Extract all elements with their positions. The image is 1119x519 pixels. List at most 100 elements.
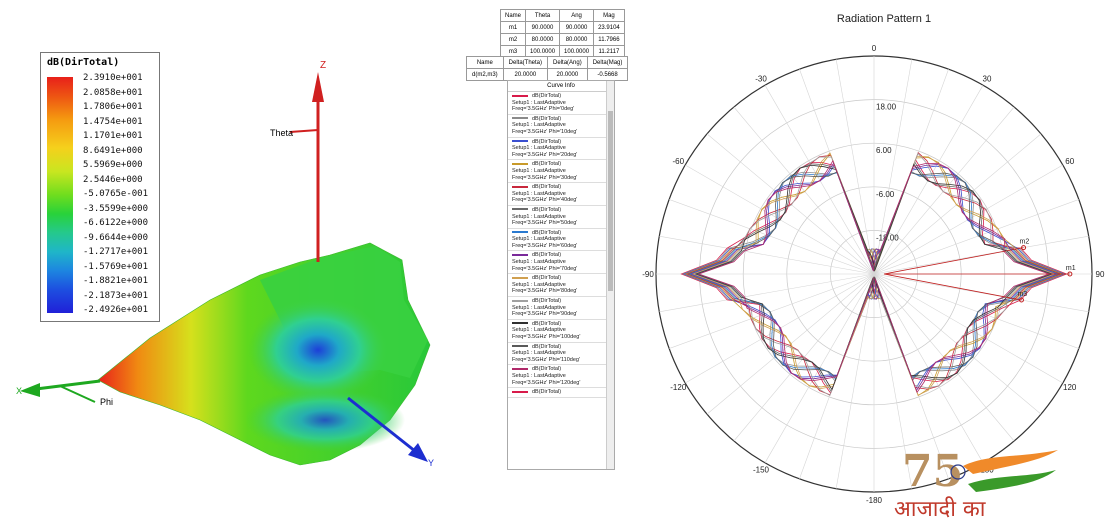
curve-setup: Setup1 : LastAdaptive [512,190,566,197]
series-curve [693,152,1055,396]
polar-spoke [733,106,875,275]
polar-spoke [669,273,875,349]
marker-label: m2 [1020,239,1030,246]
curve-name: dB(DirTotal) [532,275,562,282]
marker-point[interactable] [1021,245,1027,251]
curve-setup: Setup1 : LastAdaptive [512,167,566,174]
delta-table[interactable]: Name Delta(Theta) Delta(Ang) Delta(Mag) … [466,56,629,81]
table-cell: d(m2,m3) [466,68,504,81]
curve-params: Freq='3.5GHz' Phi='100deg' [512,334,581,340]
list-item[interactable]: dB(DirTotal) Setup1 : LastAdaptive Freq='3… [508,343,614,366]
legend-tick: -1.5769e+001 [83,261,149,272]
curve-params: Freq='3.5GHz' Phi='70deg' [512,265,578,272]
series-curve [689,171,1059,380]
curve-params: Freq='3.5GHz' Phi='40deg' [512,197,578,204]
radiation-3d-view[interactable]: Z Theta X Phi Y dB(DirTotal) 2.3910e+001… [0,0,470,519]
polar-markers: m1 m2 m3 [883,239,1076,303]
table-cell: m2 [499,33,527,46]
list-item[interactable]: dB(DirTotal) Setup1 : LastAdaptive Freq='3… [508,320,614,343]
series-curve [691,152,1057,396]
marker-table[interactable]: Name Theta Ang Mag m1 90.0000 90.0000 23… [499,9,625,58]
marker-table-header: Name Theta Ang Mag [499,9,625,22]
table-cell: -0.5668 [586,68,629,81]
table-row[interactable]: d(m2,m3) 20.0000 20.0000 -0.5668 [466,68,629,81]
polar-spoke [873,106,1015,275]
radial-tick-label: 18.00 [876,103,897,112]
pattern-core-lower [245,388,405,452]
series-curve [696,171,1052,381]
table-header-cell: Theta [525,9,561,22]
polar-spoke [835,59,875,275]
curve-params: Freq='3.5GHz' Phi='0deg' [512,106,575,113]
curve-name: dB(DirTotal) [532,343,562,350]
angle-tick-label: 30 [983,74,992,83]
polar-spoke [669,199,875,275]
marker-point[interactable] [1018,297,1024,303]
curve-color-swatch [512,322,528,325]
x-axis-label: X [16,386,22,396]
angle-tick-label: -60 [673,157,685,166]
curve-name: dB(DirTotal) [532,93,562,99]
legend-tick: -3.5599e+000 [83,203,149,214]
curve-setup: Setup1 : LastAdaptive [512,259,566,266]
table-header-cell: Name [466,56,504,69]
curve-setup: Setup1 : LastAdaptive [512,327,566,334]
curve-params: Freq='3.5GHz' Phi='80deg' [512,288,578,295]
list-item[interactable]: dB(DirTotal) Setup1 : LastAdaptive Freq='3… [508,92,614,115]
polar-spoke [835,273,875,489]
polar-spoke [706,133,875,275]
curve-params: Freq='3.5GHz' Phi='110deg' [512,356,581,363]
table-cell: 11.7966 [593,33,625,46]
curve-setup: Setup1 : LastAdaptive [512,145,566,152]
polar-spoke [873,235,1089,275]
table-row[interactable]: m1 90.0000 90.0000 23.9104 [499,21,625,34]
polar-spoke [873,85,984,275]
series-curve [684,153,1064,397]
curve-color-swatch [512,140,528,143]
logo-text: आजादी का [894,496,986,519]
table-row[interactable]: m2 80.0000 80.0000 11.7966 [499,33,625,46]
y-axis-label: Y [428,458,434,468]
curve-name: dB(DirTotal) [532,115,562,122]
polar-spoke [659,273,875,313]
curve-info-scrollbar[interactable] [606,81,614,469]
list-item[interactable]: dB(DirTotal) Setup1 : LastAdaptive Freq='3… [508,115,614,138]
series-curve [697,159,1051,394]
logo-flag-saffron [963,450,1058,474]
color-legend[interactable]: dB(DirTotal) 2.3910e+001 2.0858e+001 1.780… [40,52,160,322]
list-item[interactable]: dB(DirTotal) Setup1 : LastAdaptive Freq='3… [508,183,614,206]
table-row[interactable]: m3 100.0000 100.0000 11.2117 [499,45,625,58]
z-axis-label: Z [320,60,326,71]
curve-color-swatch [512,254,528,257]
curve-info-panel[interactable]: Curve Info dB(DirTotal) Setup1 : LastAdap… [507,80,615,470]
marker-point[interactable] [1067,271,1073,277]
legend-title: dB(DirTotal) [47,57,120,68]
list-item[interactable]: dB(DirTotal) Setup1 : LastAdaptive Freq='3… [508,138,614,161]
polar-series [680,151,1068,397]
polar-spoke [873,59,913,275]
curve-color-swatch [512,345,528,348]
list-item[interactable]: dB(DirTotal) Setup1 : LastAdaptive Freq='3… [508,251,614,275]
curve-color-swatch [512,231,528,234]
list-item[interactable]: dB(DirTotal) [508,388,614,398]
list-item[interactable]: dB(DirTotal) Setup1 : LastAdaptive Freq='3… [508,274,614,298]
angle-tick-label: 60 [1065,157,1074,166]
curve-name: dB(DirTotal) [532,184,562,191]
curve-setup: Setup1 : LastAdaptive [512,236,566,243]
angle-tick-label: -120 [670,383,687,392]
curve-color-swatch [512,117,528,120]
theta-axis [289,129,319,133]
list-item[interactable]: dB(DirTotal) Setup1 : LastAdaptive Freq='3… [508,229,614,252]
curve-params: Freq='3.5GHz' Phi='90deg' [512,311,578,318]
list-item[interactable]: dB(DirTotal) Setup1 : LastAdaptive Freq='3… [508,206,614,229]
curve-name: dB(DirTotal) [532,138,562,145]
list-item[interactable]: dB(DirTotal) Setup1 : LastAdaptive Freq='3… [508,297,614,320]
delta-table-header: Name Delta(Theta) Delta(Ang) Delta(Mag) [466,56,629,69]
polar-radiation-plot[interactable]: Radiation Pattern 1 0306090120150-180-15… [626,0,1119,519]
polar-spoke [873,133,1042,275]
list-item[interactable]: dB(DirTotal) Setup1 : LastAdaptive Freq='3… [508,365,614,389]
angle-tick-label: -30 [755,74,767,83]
list-item[interactable]: dB(DirTotal) Setup1 : LastAdaptive Freq='3… [508,160,614,184]
angle-tick-label: -90 [642,270,654,279]
scrollbar-thumb[interactable] [608,111,613,291]
